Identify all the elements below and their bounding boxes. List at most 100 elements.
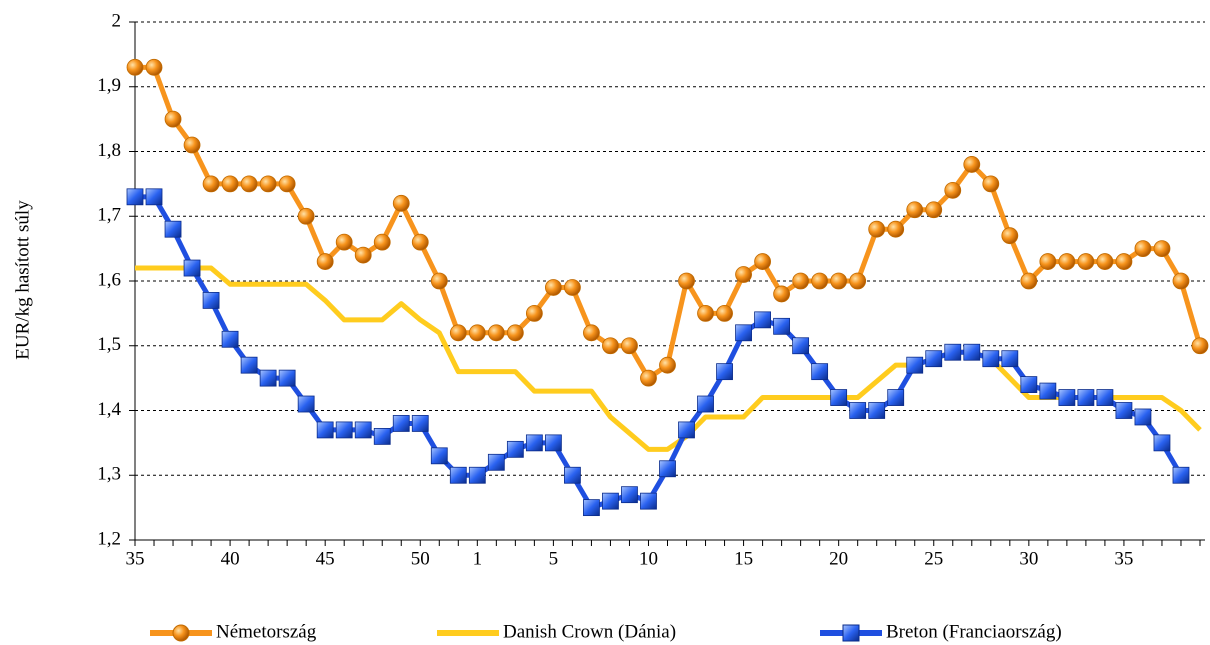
marker xyxy=(621,337,638,355)
marker xyxy=(468,466,486,484)
marker xyxy=(754,311,771,329)
marker xyxy=(1058,389,1076,406)
x-tick-label: 5 xyxy=(549,548,559,569)
marker xyxy=(1153,240,1171,258)
x-tick-label: 20 xyxy=(829,548,848,569)
marker xyxy=(564,279,581,296)
marker xyxy=(697,395,714,413)
marker xyxy=(1001,227,1019,245)
y-tick-label: 1,4 xyxy=(97,399,121,420)
marker xyxy=(240,356,258,374)
legend-label: Németország xyxy=(216,621,317,642)
marker xyxy=(925,201,943,219)
marker xyxy=(145,58,163,76)
y-tick-label: 1,8 xyxy=(97,140,121,161)
marker xyxy=(316,253,334,270)
marker xyxy=(906,201,924,219)
marker xyxy=(773,285,791,303)
marker xyxy=(982,350,1000,368)
marker xyxy=(1172,466,1190,484)
marker xyxy=(811,363,829,381)
marker xyxy=(735,324,752,342)
marker xyxy=(278,369,296,387)
marker xyxy=(659,460,676,478)
marker xyxy=(468,324,486,342)
marker xyxy=(868,402,886,419)
marker xyxy=(716,304,733,322)
marker xyxy=(754,253,771,270)
y-tick-label: 1,7 xyxy=(97,205,121,226)
x-tick-label: 50 xyxy=(411,548,430,569)
marker xyxy=(183,259,201,277)
legend-marker xyxy=(172,624,190,642)
marker xyxy=(678,421,695,439)
marker xyxy=(411,415,429,432)
marker xyxy=(773,317,791,335)
marker xyxy=(1058,253,1076,270)
marker xyxy=(525,304,543,322)
marker xyxy=(202,292,220,309)
marker xyxy=(126,188,144,206)
marker xyxy=(1001,350,1019,368)
x-tick-label: 40 xyxy=(221,548,240,569)
marker xyxy=(564,466,581,484)
marker xyxy=(202,175,220,193)
x-tick-label: 25 xyxy=(924,548,943,569)
x-tick-label: 35 xyxy=(126,548,145,569)
marker xyxy=(506,324,524,342)
marker xyxy=(982,175,1000,193)
marker xyxy=(830,389,848,406)
marker xyxy=(544,279,562,296)
marker xyxy=(640,369,657,387)
legend-label: Breton (Franciaország) xyxy=(886,621,1062,642)
marker xyxy=(525,434,543,452)
marker xyxy=(1020,272,1038,290)
marker xyxy=(678,272,695,290)
marker xyxy=(659,356,676,374)
y-tick-label: 1,3 xyxy=(97,464,121,485)
y-axis-label: EUR/kg hasított súly xyxy=(12,200,33,360)
marker xyxy=(697,304,714,322)
series-line xyxy=(135,194,1184,511)
marker xyxy=(583,324,600,342)
x-tick-label: 35 xyxy=(1114,548,1133,569)
marker xyxy=(221,175,239,193)
y-tick-label: 1,5 xyxy=(97,334,121,355)
marker xyxy=(487,324,505,342)
marker xyxy=(221,330,239,348)
marker xyxy=(240,175,258,193)
marker xyxy=(1096,389,1114,406)
marker xyxy=(1039,382,1057,400)
marker xyxy=(1134,240,1152,258)
marker xyxy=(506,440,524,458)
marker xyxy=(792,272,810,290)
marker xyxy=(640,492,657,510)
marker xyxy=(849,272,867,290)
marker xyxy=(373,233,391,251)
marker xyxy=(1077,389,1095,406)
marker xyxy=(544,434,562,452)
marker xyxy=(297,395,315,413)
marker xyxy=(716,363,733,381)
marker xyxy=(602,337,619,355)
marker xyxy=(621,486,638,504)
marker xyxy=(925,350,943,368)
marker xyxy=(392,415,410,432)
marker xyxy=(963,343,981,361)
marker xyxy=(183,136,201,154)
series-line xyxy=(135,64,1203,381)
marker xyxy=(487,453,505,471)
marker xyxy=(1039,253,1057,270)
marker xyxy=(316,421,334,439)
marker xyxy=(354,421,372,439)
marker xyxy=(259,175,277,193)
y-tick-label: 1,9 xyxy=(97,75,121,96)
marker xyxy=(887,389,905,406)
marker xyxy=(297,207,315,225)
marker xyxy=(792,337,810,355)
marker xyxy=(887,220,905,238)
y-tick-label: 1,2 xyxy=(97,528,121,549)
marker xyxy=(1191,337,1209,355)
marker xyxy=(430,447,448,465)
marker xyxy=(373,427,391,445)
